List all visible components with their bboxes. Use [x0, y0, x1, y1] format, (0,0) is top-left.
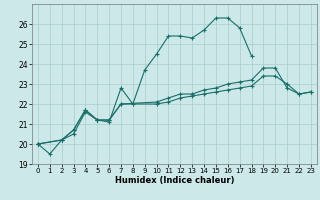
- X-axis label: Humidex (Indice chaleur): Humidex (Indice chaleur): [115, 176, 234, 185]
